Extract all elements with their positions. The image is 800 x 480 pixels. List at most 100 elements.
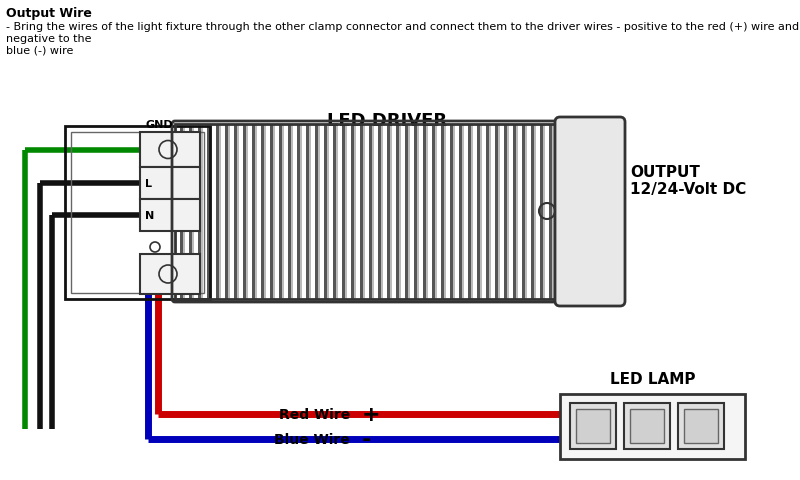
Bar <box>65 127 210 300</box>
Bar <box>210 125 211 300</box>
Bar <box>540 125 545 300</box>
Bar <box>678 403 724 449</box>
Bar <box>227 125 230 300</box>
Bar <box>417 125 418 300</box>
Bar <box>423 125 428 300</box>
Bar <box>216 125 221 300</box>
Bar <box>504 125 509 300</box>
Bar <box>254 125 257 300</box>
Bar <box>191 125 194 300</box>
Bar <box>549 125 554 300</box>
Text: N: N <box>145 211 154 220</box>
Bar <box>630 409 664 443</box>
Bar <box>371 125 374 300</box>
Bar <box>470 125 473 300</box>
Bar <box>453 125 454 300</box>
Bar <box>263 125 266 300</box>
Bar <box>207 125 212 300</box>
Bar <box>381 125 382 300</box>
Text: Blue Wire: Blue Wire <box>274 432 350 446</box>
Bar <box>71 133 204 293</box>
Bar <box>297 125 302 300</box>
Bar <box>387 125 392 300</box>
Text: GND: GND <box>145 120 173 130</box>
Bar <box>551 125 554 300</box>
Bar <box>506 125 509 300</box>
Bar <box>624 403 670 449</box>
Bar <box>140 168 200 200</box>
Bar <box>218 125 221 300</box>
Bar <box>459 125 464 300</box>
Bar <box>237 125 238 300</box>
Bar <box>426 125 427 300</box>
Text: LED LAMP: LED LAMP <box>610 371 695 386</box>
Bar <box>434 125 437 300</box>
Bar <box>522 125 527 300</box>
Bar <box>495 125 500 300</box>
Bar <box>342 125 347 300</box>
Bar <box>290 125 293 300</box>
Bar <box>684 409 718 443</box>
Bar <box>246 125 247 300</box>
Bar <box>279 125 284 300</box>
Bar <box>333 125 338 300</box>
Bar <box>515 125 518 300</box>
Bar <box>140 133 200 168</box>
Bar <box>542 125 545 300</box>
Bar <box>270 125 275 300</box>
Bar <box>498 125 499 300</box>
Bar <box>486 125 491 300</box>
FancyBboxPatch shape <box>555 118 625 306</box>
Text: Output Wire: Output Wire <box>6 7 92 20</box>
Bar <box>396 125 401 300</box>
Bar <box>309 125 310 300</box>
Bar <box>360 125 365 300</box>
Bar <box>252 125 257 300</box>
Bar <box>369 125 374 300</box>
Bar <box>175 125 600 300</box>
Text: +: + <box>362 404 381 424</box>
Bar <box>288 125 293 300</box>
Bar <box>405 125 410 300</box>
Bar <box>560 394 745 459</box>
Bar <box>243 125 248 300</box>
Bar <box>201 125 202 300</box>
Text: OUTPUT
12/24-Volt DC: OUTPUT 12/24-Volt DC <box>630 165 746 197</box>
Bar <box>362 125 365 300</box>
Bar <box>299 125 302 300</box>
Bar <box>450 125 455 300</box>
Bar <box>315 125 320 300</box>
Bar <box>198 125 203 300</box>
Bar <box>180 125 185 300</box>
Bar <box>441 125 446 300</box>
Bar <box>443 125 446 300</box>
Bar <box>234 125 239 300</box>
Bar <box>407 125 410 300</box>
Bar <box>326 125 329 300</box>
Bar <box>398 125 401 300</box>
Bar <box>318 125 319 300</box>
Text: Red Wire: Red Wire <box>278 407 350 421</box>
Bar <box>140 200 200 231</box>
Bar <box>261 125 266 300</box>
Bar <box>432 125 437 300</box>
Bar <box>390 125 391 300</box>
Bar <box>306 125 311 300</box>
Bar <box>531 125 536 300</box>
Bar <box>513 125 518 300</box>
Bar <box>351 125 356 300</box>
Bar <box>324 125 329 300</box>
Bar <box>489 125 490 300</box>
Bar <box>345 125 346 300</box>
Text: -: - <box>362 429 371 449</box>
Bar <box>462 125 463 300</box>
Bar <box>354 125 355 300</box>
Bar <box>273 125 274 300</box>
Bar <box>576 409 610 443</box>
Bar <box>140 254 200 294</box>
Text: L: L <box>145 179 152 189</box>
Bar <box>182 125 185 300</box>
Bar <box>525 125 526 300</box>
Bar <box>479 125 482 300</box>
Bar <box>570 403 616 449</box>
